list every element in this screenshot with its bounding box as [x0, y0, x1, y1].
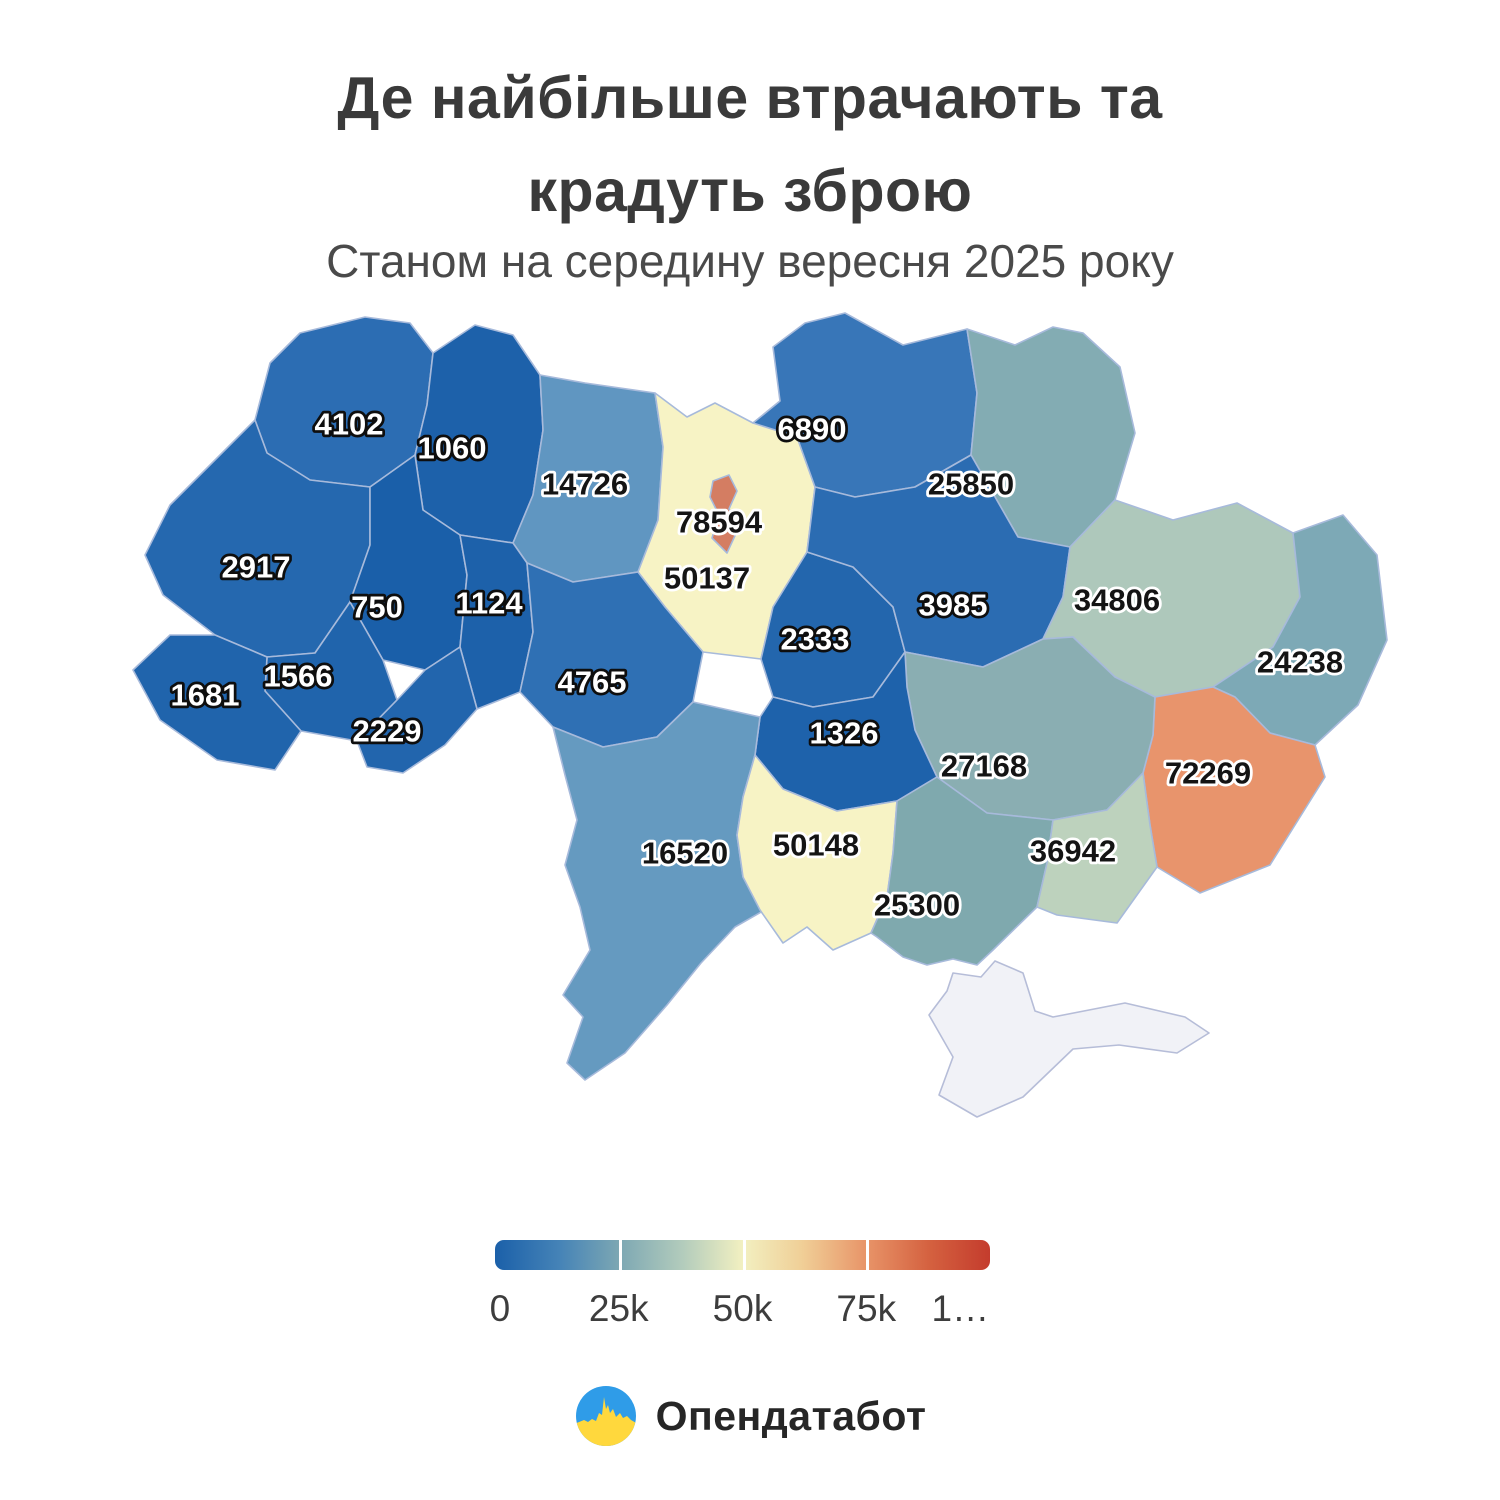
region-zaporizhzhia[interactable]	[1036, 772, 1158, 924]
region-value-vinnytsia: 4765	[558, 665, 627, 700]
brand-name: Опендатабот	[655, 1392, 927, 1439]
legend-label-50k: 50k	[712, 1288, 773, 1329]
region-value-chernihiv: 6890	[778, 412, 847, 447]
region-value-ternopil: 750	[351, 590, 403, 625]
page-title-line1: Де найбільше втрачають та	[337, 65, 1163, 131]
region-chernivtsi[interactable]	[356, 646, 478, 774]
legend-axis-labels: 0 25k 50k 75k 1…	[490, 1288, 990, 1330]
region-value-kherson: 25300	[874, 888, 960, 923]
region-value-zaporizhzhia: 36942	[1030, 834, 1116, 869]
region-value-kyiv_oblast: 50137	[664, 561, 750, 596]
region-value-volyn: 4102	[315, 407, 384, 442]
map-regions-group	[132, 312, 1388, 1118]
region-value-sumy: 25850	[928, 467, 1014, 502]
region-value-rivne: 1060	[418, 431, 487, 466]
region-value-zakarpattia: 1681	[171, 678, 240, 713]
region-value-luhansk: 24238	[1257, 645, 1343, 680]
page-subtitle: Станом на середину вересня 2025 року	[326, 235, 1174, 287]
legend-label-25k: 25k	[588, 1288, 649, 1329]
legend-label-75k: 75k	[836, 1288, 897, 1329]
legend-tick-50k	[742, 1240, 746, 1270]
brand-footer: Опендатабот	[0, 1384, 1500, 1448]
page-title: Де найбільше втрачають та крадуть зброю	[0, 52, 1500, 237]
map-labels-group: 4102 1060 14726 50137 6890 25850 78594 2917 750 1…	[168, 404, 1346, 926]
legend-label-0: 0	[489, 1288, 511, 1329]
legend-label-100k-truncated: 1…	[931, 1288, 990, 1329]
ukraine-choropleth-map: 4102 1060 14726 50137 6890 25850 78594 2917 750 1…	[132, 312, 1388, 1118]
region-value-odesa: 16520	[642, 836, 728, 871]
opendatabot-logo-icon	[575, 1386, 636, 1446]
region-zakarpattia[interactable]	[132, 634, 302, 771]
region-mykolaiv[interactable]	[736, 754, 898, 951]
region-value-lviv: 2917	[222, 550, 291, 585]
legend-tick-25k	[618, 1240, 622, 1270]
region-value-donetsk: 72269	[1165, 756, 1251, 791]
region-kyiv_city[interactable]	[709, 474, 740, 554]
region-value-ivano_frankivsk: 1566	[264, 659, 333, 694]
legend-gradient-bar	[495, 1240, 990, 1270]
region-odesa[interactable]	[552, 701, 764, 1081]
page-title-line2: крадуть зброю	[527, 157, 973, 224]
region-value-cherkasy: 2333	[781, 622, 850, 657]
region-value-chernivtsi: 2229	[353, 714, 422, 749]
region-crimea[interactable]	[928, 960, 1210, 1118]
region-value-kyiv_city: 78594	[676, 505, 763, 540]
legend-tick-75k	[866, 1240, 870, 1270]
region-value-mykolaiv: 50148	[773, 828, 859, 863]
region-value-poltava: 3985	[919, 588, 988, 623]
region-value-kirovohrad: 1326	[810, 716, 879, 751]
color-scale-legend: 0 25k 50k 75k 1…	[490, 1240, 990, 1330]
region-value-zhytomyr: 14726	[542, 467, 628, 502]
region-kherson[interactable]	[870, 776, 1054, 966]
region-value-khmelnytskyi: 1124	[455, 586, 523, 621]
region-value-dnipropetrovsk: 27168	[941, 749, 1027, 784]
region-value-kharkiv: 34806	[1074, 583, 1160, 618]
